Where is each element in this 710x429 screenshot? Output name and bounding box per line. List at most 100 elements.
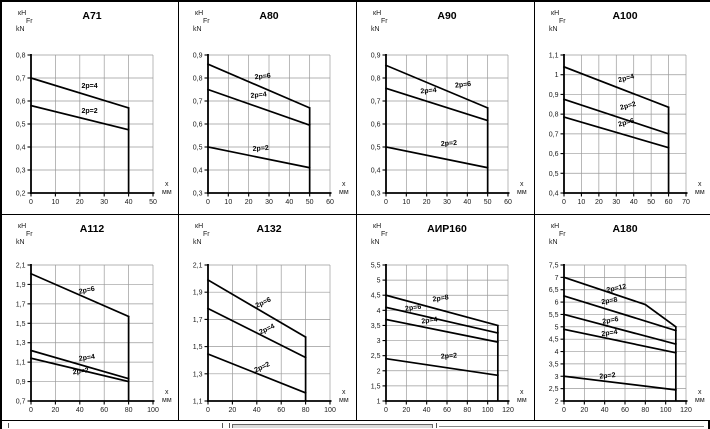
y-unit-kn-cyrillic: кН [551,223,559,230]
x-unit-mm: мм [339,189,349,196]
chart-title: А132 [256,223,281,235]
x-unit-x: x [698,389,702,396]
y-unit-kn-cyrillic: кН [18,10,26,17]
series-label-2p=4: 2p=4 [421,316,438,325]
series-line-2p=4 [29,349,130,380]
x-tick-label: 40 [463,199,471,206]
y-tick-label: 0,7 [16,399,26,406]
y-unit-kn-latin: kN [16,26,25,33]
next-row-cell-box [232,424,433,428]
y-tick-label: 0,7 [549,131,559,138]
y-unit-fr: Fr [381,18,388,25]
y-tick-label: 0,6 [371,122,381,129]
series-line-2p=6 [206,63,311,110]
y-tick-label: 2,1 [193,263,203,270]
series-line-2p=6 [384,306,499,335]
y-tick-label: 7 [555,275,559,282]
series-label-2p=6: 2p=6 [602,316,619,326]
series-label-2p=12: 2p=12 [606,283,627,294]
chart-cell-А90: 0 10 20 30 40 50 60 0,3 0,4 0,5 0,6 0,7 0,8 0,9 2p=6 2p… [357,2,535,214]
x-unit-x: x [342,181,346,188]
y-tick-label: 1 [555,72,559,79]
y-tick-label: 0,8 [193,76,203,83]
y-tick-label: 1,1 [16,360,26,367]
x-tick-label: 0 [29,407,33,414]
chart-cell-АИР160: 0 20 40 60 80 100 120 1 1,5 2 2,5 3 3,5 4 4,5 5 5,5 2p=8 2… [357,215,535,420]
x-tick-label: 60 [621,407,629,414]
y-tick-label: 0,6 [549,151,559,158]
grid-lines [207,264,331,402]
x-unit-mm: мм [162,397,172,404]
y-unit-fr: Fr [26,18,33,25]
series-line-2p=4 [206,307,307,359]
x-tick-label: 60 [443,407,451,414]
series-label-2p=2: 2p=2 [441,140,458,148]
y-tick-label: 0,7 [371,99,381,106]
series-line-2p=2 [206,145,311,169]
series-line-2p=2 [29,104,130,131]
x-tick-label: 100 [482,407,494,414]
x-tick-label: 0 [29,199,33,206]
x-tick-label: 30 [612,199,620,206]
x-tick-label: 80 [125,407,133,414]
x-tick-label: 100 [660,407,672,414]
charts-row-top: 0 10 20 30 40 50 0,2 0,3 0,4 0,5 0,6 0,7 0,8 2p=4 2p=2… [2,2,710,215]
x-tick-label: 120 [680,407,692,414]
chart-plot-АИР160: 0 20 40 60 80 100 120 1 1,5 2 2,5 3 3,5 4 4,5 5 5,5 2p=8 2… [371,223,527,414]
y-tick-label: 1,5 [371,383,381,390]
y-tick-label: 1,9 [16,282,26,289]
series-label-2p=8: 2p=8 [601,296,618,306]
chart-cell-А112: 0 20 40 60 80 100 0,7 0,9 1,1 1,3 1,5 1,7 1,9 2,1 2p=6… [2,215,179,420]
chart-plot-А132: 0 20 40 60 80 100 1,1 1,3 1,5 1,7 1,9 2,1 2p=6 2p=4 2p… [193,223,349,414]
y-tick-label: 0,7 [193,99,203,106]
y-unit-kn-latin: kN [549,239,558,246]
y-tick-label: 0,8 [371,76,381,83]
y-tick-label: 2 [555,399,559,406]
x-tick-label: 40 [630,199,638,206]
x-tick-label: 20 [76,199,84,206]
tick-marks [27,54,154,197]
series-label-2p=2: 2p=2 [599,372,616,381]
y-unit-fr: Fr [381,231,388,238]
series-line-2p=4 [384,318,499,344]
series-label-2p=6: 2p=6 [618,118,636,129]
y-tick-label: 0,9 [549,92,559,99]
y-tick-label: 0,2 [16,191,26,198]
x-tick-label: 50 [484,199,492,206]
series-line-2p=8 [562,294,677,332]
x-tick-label: 0 [384,199,388,206]
y-unit-kn-cyrillic: кН [195,10,203,17]
y-tick-label: 1,3 [16,340,26,347]
y-unit-kn-latin: kN [371,239,380,246]
x-tick-label: 0 [384,407,388,414]
x-unit-mm: мм [695,189,705,196]
series-label-2p=4: 2p=4 [81,83,97,90]
y-tick-label: 6,5 [549,287,559,294]
series-line-2p=6 [562,116,670,149]
x-unit-x: x [342,389,346,396]
y-tick-label: 0,3 [193,191,203,198]
y-tick-label: 1,7 [16,301,26,308]
chart-plot-А71: 0 10 20 30 40 50 0,2 0,3 0,4 0,5 0,6 0,7 0,8 2p=4 2p=2… [16,10,172,206]
series-line-2p=4 [562,328,677,354]
series-line-2p=4 [29,76,130,109]
x-unit-x: x [520,181,524,188]
x-tick-label: 10 [52,199,60,206]
chart-cell-А100: 0 10 20 30 40 50 60 70 0,4 0,5 0,6 0,7 0,8 0,9 1 1,1 2p=… [535,2,710,214]
y-tick-label: 0,4 [193,168,203,175]
x-tick-label: 20 [402,407,410,414]
series-line-2p=2 [385,357,499,377]
y-tick-label: 1 [377,399,381,406]
x-tick-label: 80 [463,407,471,414]
series-line-2p=2 [29,357,130,383]
x-tick-label: 40 [76,407,84,414]
cell-border-stub [8,423,9,428]
x-tick-label: 40 [423,407,431,414]
x-tick-label: 0 [562,199,566,206]
series-label-2p=6: 2p=6 [455,81,472,90]
x-tick-label: 20 [423,199,431,206]
chart-plot-А100: 0 10 20 30 40 50 60 70 0,4 0,5 0,6 0,7 0,8 0,9 1 1,1 2p=… [549,10,705,206]
series-label-2p=4: 2p=4 [258,323,276,336]
y-tick-label: 1,5 [193,344,203,351]
